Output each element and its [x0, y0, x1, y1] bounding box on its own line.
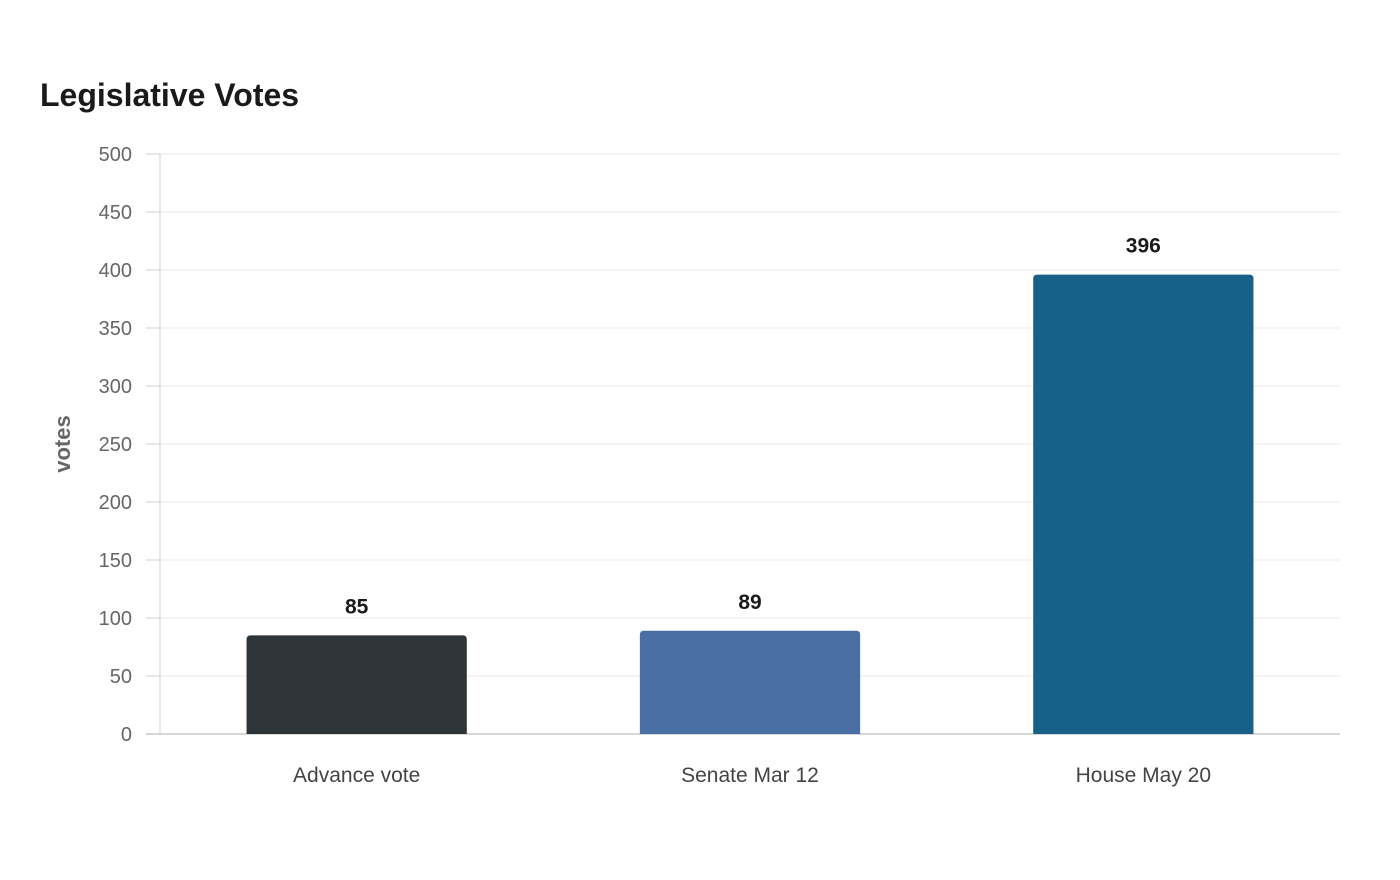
bar-advance-vote	[246, 635, 467, 734]
y-tick-label: 250	[99, 434, 132, 456]
y-tick-label: 300	[99, 376, 132, 398]
y-tick-label: 350	[99, 318, 132, 340]
y-tick-labels: 0 50 100 150 200 250 300 350 400 450 500	[99, 144, 132, 746]
y-tick-label: 200	[99, 492, 132, 514]
y-tick-label: 400	[99, 260, 132, 282]
y-tick-label: 500	[99, 144, 132, 166]
y-tick-label: 450	[99, 202, 132, 224]
chart-title: Legislative Votes	[40, 77, 300, 113]
x-tick-label: House May 20	[1076, 764, 1211, 787]
data-labels: 85 89 396	[345, 235, 1161, 619]
y-tick-label: 50	[110, 666, 132, 688]
category-labels: Advance vote Senate Mar 12 House May 20	[293, 764, 1211, 787]
x-tick-label: Advance vote	[293, 764, 420, 787]
x-tick-label: Senate Mar 12	[681, 764, 819, 787]
y-tick-label: 0	[121, 724, 132, 746]
y-tick-label: 100	[99, 608, 132, 630]
bar-senate-mar-12	[639, 630, 861, 734]
data-label: 89	[738, 591, 761, 614]
y-axis-label: votes	[50, 415, 75, 472]
y-tick-label: 150	[99, 550, 132, 572]
data-label: 396	[1126, 235, 1161, 258]
bars	[246, 274, 1254, 734]
data-label: 85	[345, 595, 369, 618]
bar-house-may-20	[1033, 274, 1254, 734]
